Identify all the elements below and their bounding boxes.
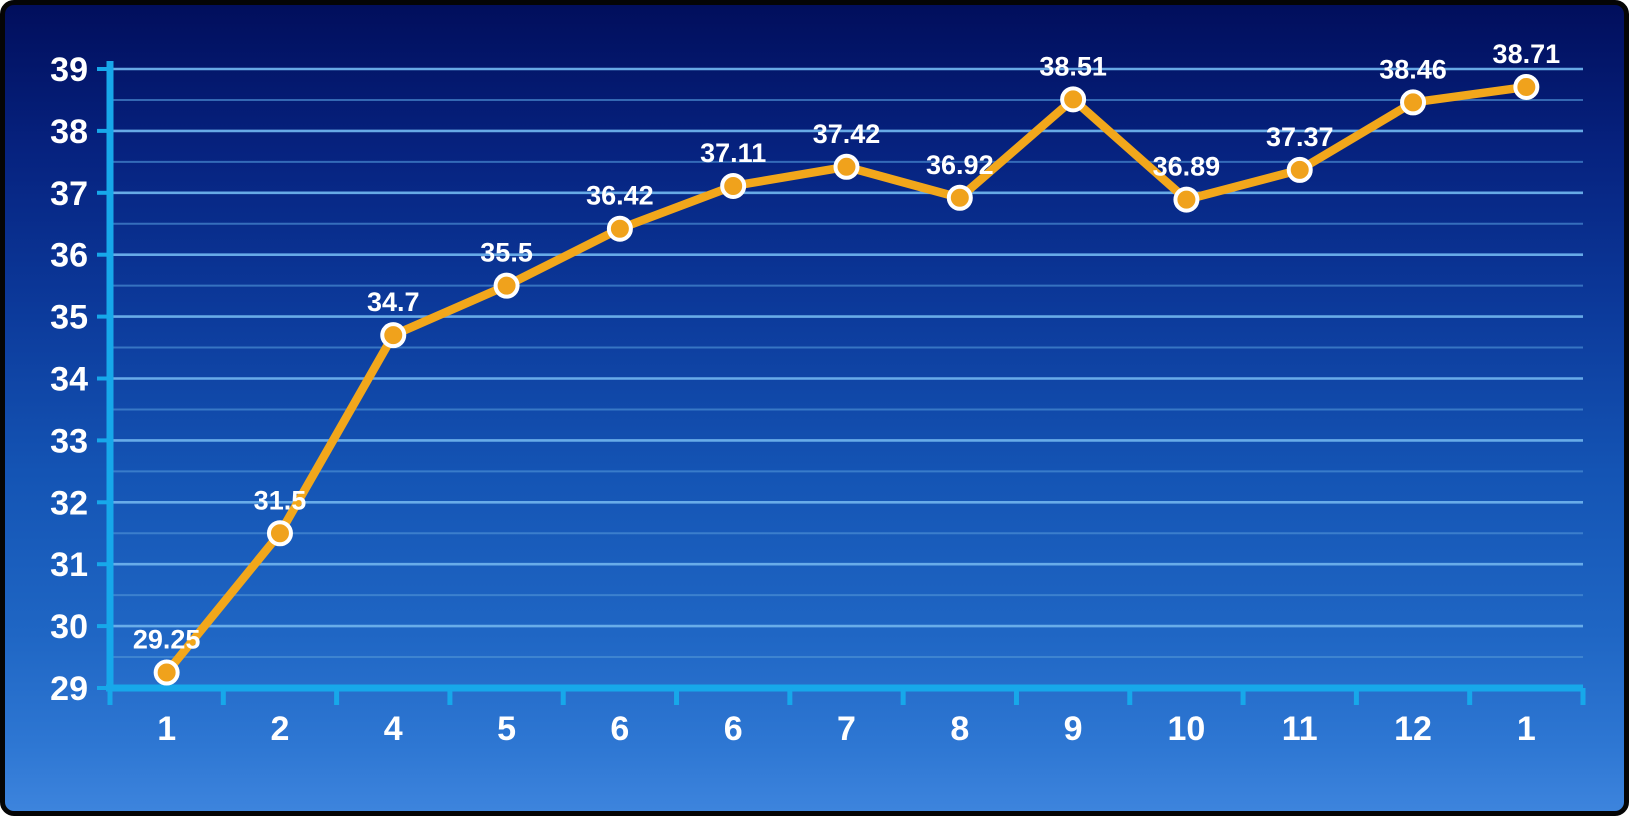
x-axis-tick-label: 11: [1282, 710, 1318, 748]
x-axis-tick-label: 10: [1168, 710, 1206, 748]
data-point-marker: [493, 272, 520, 299]
data-point-marker: [1400, 89, 1427, 116]
data-point-label: 35.5: [480, 238, 533, 268]
x-axis-tick-label: 6: [610, 710, 629, 748]
data-point-label: 38.51: [1039, 51, 1107, 81]
data-point-marker: [1286, 156, 1313, 183]
x-axis-tick-label: 9: [1064, 710, 1083, 748]
x-axis-tick-label: 2: [271, 710, 290, 748]
data-point-marker: [266, 520, 293, 547]
y-axis-tick-label: 31: [50, 546, 88, 584]
x-axis-tick-label: 5: [497, 710, 516, 748]
data-point-label: 31.5: [254, 485, 307, 515]
data-point-label: 36.42: [586, 181, 654, 211]
data-point-label: 29.25: [133, 625, 201, 655]
data-point-label: 38.71: [1493, 39, 1561, 69]
x-axis-tick-label: 4: [384, 710, 403, 748]
data-point-label: 37.42: [813, 119, 881, 149]
y-axis-tick-label: 34: [50, 361, 88, 399]
data-point-label: 36.92: [926, 150, 994, 180]
y-axis-tick-label: 37: [50, 175, 88, 213]
data-point-marker: [1173, 186, 1200, 213]
y-axis-tick-label: 39: [50, 51, 88, 89]
data-point-marker: [720, 172, 747, 199]
data-point-marker: [380, 322, 407, 349]
x-axis-tick-label: 7: [837, 710, 856, 748]
data-point-marker: [833, 153, 860, 180]
x-axis-tick-label: 1: [157, 710, 176, 748]
y-axis-tick-label: 33: [50, 422, 88, 460]
data-point-label: 37.37: [1266, 122, 1334, 152]
y-axis-tick-label: 29: [50, 670, 88, 708]
data-point-label: 37.11: [700, 138, 766, 168]
x-axis-tick-label: 1: [1517, 710, 1536, 748]
data-point-marker: [946, 184, 973, 211]
x-axis-tick-label: 12: [1394, 710, 1432, 748]
x-axis-tick-label: 6: [724, 710, 743, 748]
data-point-label: 36.89: [1153, 152, 1221, 182]
x-axis-tick-label: 8: [950, 710, 969, 748]
data-point-label: 34.7: [367, 287, 420, 317]
y-axis-tick-label: 38: [50, 113, 88, 151]
data-point-label: 38.46: [1379, 54, 1447, 84]
data-point-marker: [153, 659, 180, 686]
y-axis-tick-label: 36: [50, 237, 88, 275]
y-axis-tick-label: 35: [50, 299, 88, 337]
data-point-marker: [1513, 73, 1540, 100]
y-axis-tick-label: 30: [50, 608, 88, 646]
y-axis-tick-label: 32: [50, 484, 88, 522]
data-point-marker: [1060, 86, 1087, 113]
data-point-marker: [606, 215, 633, 242]
